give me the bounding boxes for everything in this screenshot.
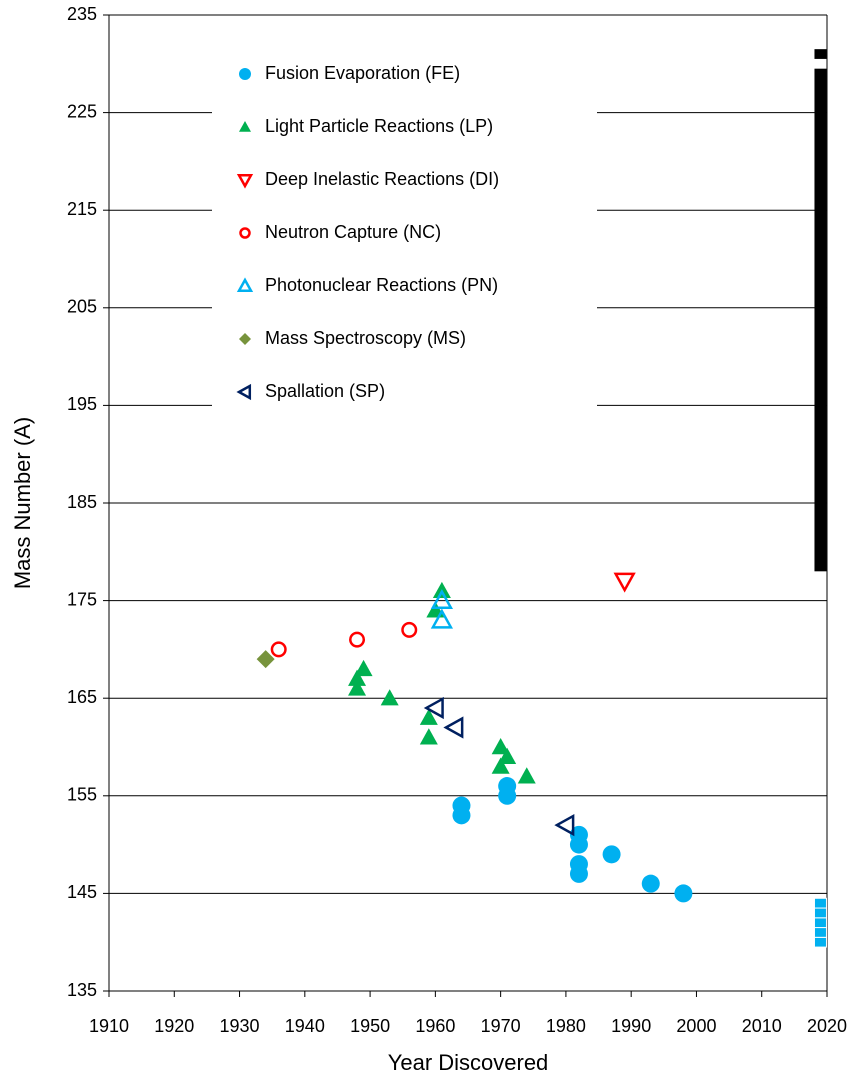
x-tick-label: 2010 [742, 1016, 782, 1036]
x-tick-label: 2000 [676, 1016, 716, 1036]
range-bar [814, 68, 827, 572]
square-mark [813, 927, 827, 938]
point [517, 767, 536, 784]
point [498, 786, 517, 805]
point [236, 173, 254, 189]
x-axis-label: Year Discovered [388, 1050, 549, 1075]
x-tick-label: 1950 [350, 1016, 390, 1036]
point [256, 650, 275, 669]
point [430, 608, 454, 629]
square-mark [813, 936, 827, 948]
point [419, 708, 438, 725]
legend-box [212, 50, 597, 424]
y-tick-label: 165 [67, 687, 97, 707]
x-tick-label: 2020 [807, 1016, 847, 1036]
square-mark [813, 897, 827, 909]
y-tick-label: 205 [67, 297, 97, 317]
legend-label: Mass Spectroscopy (MS) [265, 328, 466, 348]
point [491, 757, 510, 774]
point [401, 621, 418, 638]
point [602, 845, 621, 864]
point [236, 277, 254, 293]
range-bar [814, 49, 827, 59]
y-tick-label: 145 [67, 882, 97, 902]
y-tick-label: 195 [67, 394, 97, 414]
point [613, 572, 636, 593]
point [348, 669, 367, 686]
x-tick-label: 1970 [481, 1016, 521, 1036]
point [354, 659, 373, 677]
x-tick-label: 1980 [546, 1016, 586, 1036]
y-tick-label: 235 [67, 4, 97, 24]
point [569, 864, 588, 883]
square-mark [813, 907, 827, 919]
point [452, 806, 471, 825]
legend-label: Light Particle Reactions (LP) [265, 116, 493, 136]
point [239, 227, 251, 239]
y-tick-label: 215 [67, 199, 97, 219]
point [236, 383, 252, 401]
legend-label: Spallation (SP) [265, 381, 385, 401]
legend-label: Neutron Capture (NC) [265, 222, 441, 242]
point [674, 884, 693, 903]
y-axis-label: Mass Number (A) [10, 417, 35, 589]
x-tick-label: 1930 [220, 1016, 260, 1036]
point [641, 874, 660, 893]
y-tick-label: 155 [67, 785, 97, 805]
y-tick-label: 135 [67, 980, 97, 1000]
x-tick-label: 1960 [415, 1016, 455, 1036]
point [348, 679, 367, 696]
point [239, 68, 251, 80]
point [423, 696, 444, 720]
point [491, 738, 510, 755]
point [270, 641, 287, 658]
legend-label: Photonuclear Reactions (PN) [265, 275, 498, 295]
y-tick-label: 175 [67, 589, 97, 609]
square-mark [813, 917, 827, 929]
x-tick-label: 1920 [154, 1016, 194, 1036]
y-tick-label: 185 [67, 492, 97, 512]
point [554, 813, 575, 837]
legend-label: Fusion Evaporation (FE) [265, 63, 460, 83]
x-tick-label: 1940 [285, 1016, 325, 1036]
point [349, 631, 366, 648]
y-tick-label: 225 [67, 101, 97, 121]
point [239, 121, 251, 132]
x-tick-label: 1910 [89, 1016, 129, 1036]
point [419, 728, 438, 745]
x-tick-label: 1990 [611, 1016, 651, 1036]
point [239, 333, 251, 345]
point [430, 589, 454, 610]
point [380, 689, 399, 706]
legend-label: Deep Inelastic Reactions (DI) [265, 169, 499, 189]
point [498, 747, 517, 764]
point [569, 835, 588, 854]
point [443, 716, 464, 739]
